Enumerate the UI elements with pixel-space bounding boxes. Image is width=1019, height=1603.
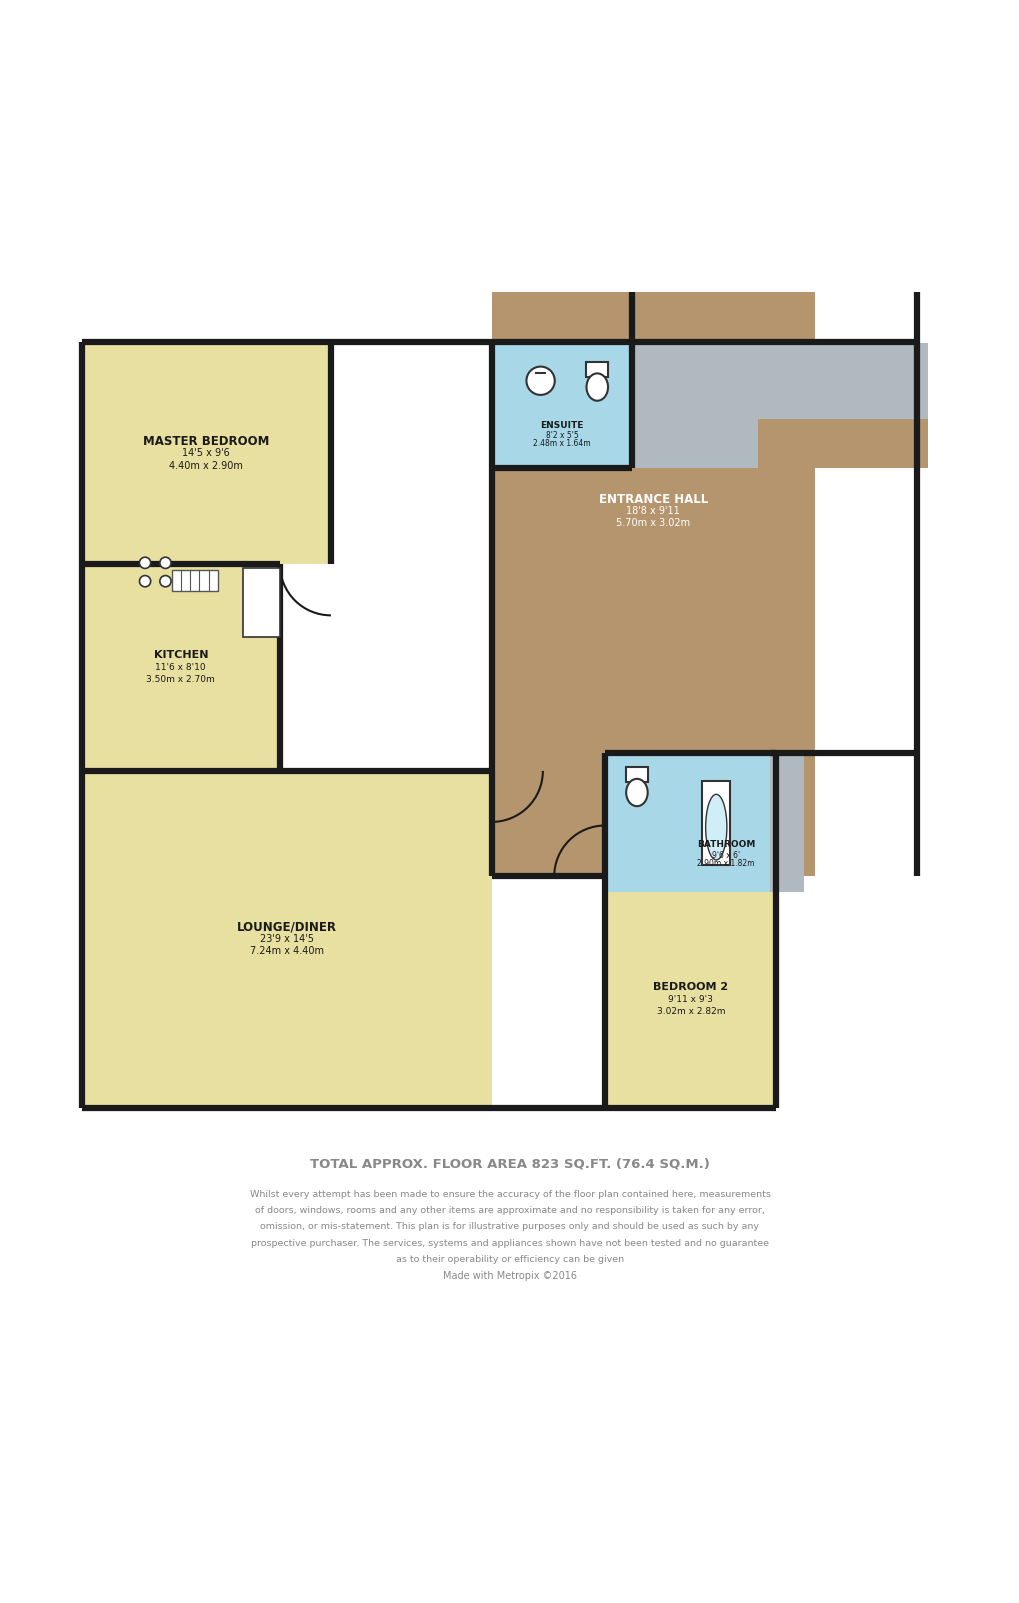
Bar xyxy=(491,287,814,877)
Ellipse shape xyxy=(586,373,607,401)
Text: 14'5 x 9'6: 14'5 x 9'6 xyxy=(182,449,230,458)
Text: 23'9 x 14'5: 23'9 x 14'5 xyxy=(260,935,314,944)
Bar xyxy=(82,343,330,564)
Circle shape xyxy=(140,558,151,569)
Text: of doors, windows, rooms and any other items are approximate and no responsibili: of doors, windows, rooms and any other i… xyxy=(255,1205,764,1215)
Text: 3.50m x 2.70m: 3.50m x 2.70m xyxy=(147,675,215,684)
Text: as to their operability or efficiency can be given: as to their operability or efficiency ca… xyxy=(395,1255,624,1265)
Text: 7.24m x 4.40m: 7.24m x 4.40m xyxy=(250,946,323,957)
Ellipse shape xyxy=(705,795,727,859)
Text: 18'8 x 9'11: 18'8 x 9'11 xyxy=(626,507,680,516)
Text: 2.48m x 1.64m: 2.48m x 1.64m xyxy=(533,439,590,449)
Text: 3.02m x 2.82m: 3.02m x 2.82m xyxy=(656,1007,725,1016)
Bar xyxy=(632,343,757,468)
Text: 11'6 x 8'10: 11'6 x 8'10 xyxy=(155,664,206,672)
Bar xyxy=(604,752,768,891)
Text: ENSUITE: ENSUITE xyxy=(540,420,583,430)
Text: 8'2 x 5'5: 8'2 x 5'5 xyxy=(545,431,578,439)
Text: ENTRANCE HALL: ENTRANCE HALL xyxy=(598,492,707,505)
Circle shape xyxy=(160,575,171,587)
Text: Made with Metropix ©2016: Made with Metropix ©2016 xyxy=(442,1271,577,1281)
Bar xyxy=(586,362,607,377)
Bar xyxy=(768,752,803,891)
Circle shape xyxy=(526,367,554,394)
Bar xyxy=(82,564,279,771)
Text: 9'11 x 9'3: 9'11 x 9'3 xyxy=(667,995,712,1003)
Text: BATHROOM: BATHROOM xyxy=(696,840,754,850)
Text: 4.40m x 2.90m: 4.40m x 2.90m xyxy=(169,460,243,471)
Circle shape xyxy=(160,558,171,569)
Text: LOUNGE/DINER: LOUNGE/DINER xyxy=(236,920,336,933)
Text: BEDROOM 2: BEDROOM 2 xyxy=(652,983,728,992)
Bar xyxy=(243,567,279,636)
Text: 5.70m x 3.02m: 5.70m x 3.02m xyxy=(615,518,690,529)
Bar xyxy=(172,569,217,592)
Bar xyxy=(768,343,927,468)
Text: prospective purchaser. The services, systems and appliances shown have not been : prospective purchaser. The services, sys… xyxy=(251,1239,768,1247)
Circle shape xyxy=(140,575,151,587)
Text: KITCHEN: KITCHEN xyxy=(154,651,208,660)
Text: Whilst every attempt has been made to ensure the accuracy of the floor plan cont: Whilst every attempt has been made to en… xyxy=(250,1189,769,1199)
Ellipse shape xyxy=(626,779,647,806)
Text: TOTAL APPROX. FLOOR AREA 823 SQ.FT. (76.4 SQ.M.): TOTAL APPROX. FLOOR AREA 823 SQ.FT. (76.… xyxy=(310,1157,709,1170)
Bar xyxy=(632,343,927,418)
Bar xyxy=(626,768,647,782)
Bar xyxy=(604,891,775,1108)
Text: 2.90m x 1.82m: 2.90m x 1.82m xyxy=(696,859,754,867)
Bar xyxy=(82,771,491,1108)
Bar xyxy=(491,343,632,468)
Text: omission, or mis-statement. This plan is for illustrative purposes only and shou: omission, or mis-statement. This plan is… xyxy=(260,1223,759,1231)
Bar xyxy=(701,781,730,866)
Text: MASTER BEDROOM: MASTER BEDROOM xyxy=(143,434,269,447)
Text: 9'6 x 6': 9'6 x 6' xyxy=(711,851,739,859)
